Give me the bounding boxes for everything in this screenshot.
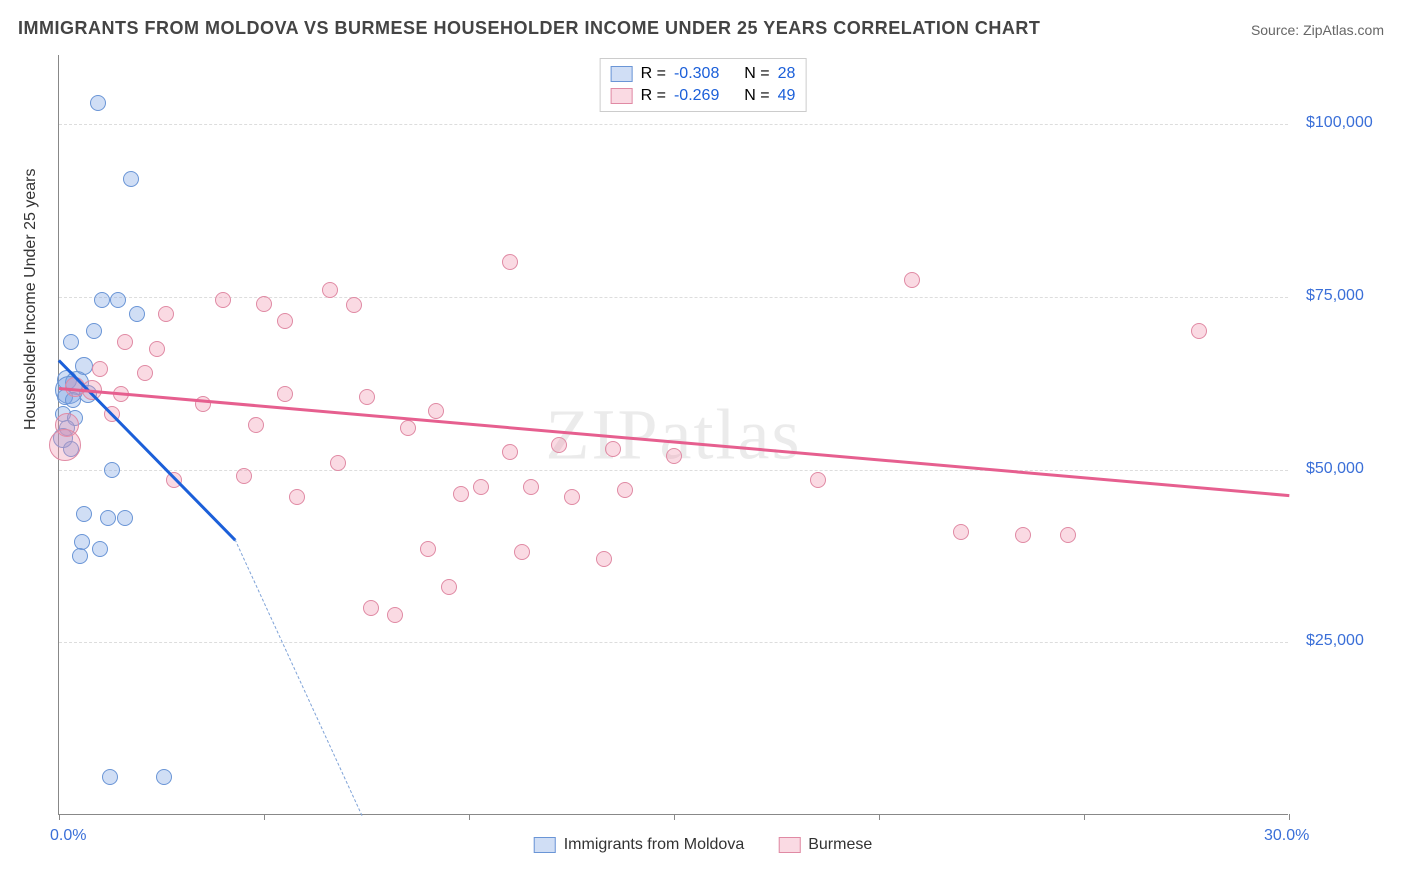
data-point-burmese <box>596 551 612 567</box>
data-point-burmese <box>387 607 403 623</box>
x-tick <box>674 814 675 820</box>
data-point-burmese <box>1060 527 1076 543</box>
legend-item-moldova: Immigrants from Moldova <box>534 836 745 854</box>
n-label: N = <box>744 85 769 107</box>
data-point-moldova <box>63 334 79 350</box>
data-point-moldova <box>92 541 108 557</box>
plot-area: ZIPatlas <box>58 55 1288 815</box>
data-point-moldova <box>117 510 133 526</box>
stats-row-burmese: R = -0.269 N = 49 <box>611 85 796 107</box>
gridline <box>59 297 1288 298</box>
data-point-burmese <box>904 272 920 288</box>
x-tick <box>1289 814 1290 820</box>
legend-item-burmese: Burmese <box>778 836 872 854</box>
data-point-moldova <box>76 506 92 522</box>
data-point-burmese <box>420 541 436 557</box>
data-point-burmese <box>117 334 133 350</box>
data-point-burmese <box>137 365 153 381</box>
n-label: N = <box>744 63 769 85</box>
data-point-burmese <box>428 403 444 419</box>
data-point-burmese <box>523 479 539 495</box>
data-point-burmese <box>605 441 621 457</box>
data-point-burmese <box>564 489 580 505</box>
swatch-burmese <box>778 837 800 853</box>
r-label: R = <box>641 85 666 107</box>
data-point-burmese <box>400 420 416 436</box>
data-point-burmese <box>236 468 252 484</box>
data-point-burmese <box>322 282 338 298</box>
data-point-burmese <box>1191 323 1207 339</box>
data-point-burmese <box>551 437 567 453</box>
data-point-burmese <box>256 296 272 312</box>
y-tick-label: $25,000 <box>1306 632 1364 650</box>
stats-row-moldova: R = -0.308 N = 28 <box>611 63 796 85</box>
x-tick <box>879 814 880 820</box>
data-point-burmese <box>473 479 489 495</box>
trend-line-extrapolated <box>235 539 363 816</box>
swatch-moldova <box>534 837 556 853</box>
n-value-moldova: 28 <box>778 63 796 85</box>
data-point-moldova <box>129 306 145 322</box>
y-tick-label: $75,000 <box>1306 287 1364 305</box>
x-tick <box>59 814 60 820</box>
source-attribution: Source: ZipAtlas.com <box>1251 22 1384 38</box>
data-point-burmese <box>158 306 174 322</box>
data-point-burmese <box>346 297 362 313</box>
data-point-burmese <box>441 579 457 595</box>
correlation-chart: IMMIGRANTS FROM MOLDOVA VS BURMESE HOUSE… <box>0 0 1406 892</box>
swatch-moldova <box>611 66 633 82</box>
data-point-burmese <box>810 472 826 488</box>
n-value-burmese: 49 <box>778 85 796 107</box>
data-point-moldova <box>102 769 118 785</box>
data-point-moldova <box>72 548 88 564</box>
data-point-burmese <box>215 292 231 308</box>
gridline <box>59 642 1288 643</box>
r-value-burmese: -0.269 <box>674 85 719 107</box>
x-tick <box>469 814 470 820</box>
data-point-burmese <box>289 489 305 505</box>
r-value-moldova: -0.308 <box>674 63 719 85</box>
data-point-burmese <box>502 444 518 460</box>
r-label: R = <box>641 63 666 85</box>
y-tick-label: $100,000 <box>1306 114 1373 132</box>
data-point-moldova <box>100 510 116 526</box>
series-legend: Immigrants from Moldova Burmese <box>534 836 873 854</box>
legend-label-moldova: Immigrants from Moldova <box>564 836 745 854</box>
data-point-moldova <box>86 323 102 339</box>
data-point-moldova <box>156 769 172 785</box>
data-point-burmese <box>617 482 633 498</box>
data-point-burmese <box>1015 527 1031 543</box>
data-point-moldova <box>90 95 106 111</box>
data-point-burmese <box>277 313 293 329</box>
data-point-burmese <box>149 341 165 357</box>
y-tick-label: $50,000 <box>1306 460 1364 478</box>
data-point-burmese <box>502 254 518 270</box>
data-point-burmese <box>359 389 375 405</box>
data-point-moldova <box>123 171 139 187</box>
gridline <box>59 124 1288 125</box>
swatch-burmese <box>611 88 633 104</box>
x-tick-label: 0.0% <box>50 827 86 845</box>
x-tick <box>264 814 265 820</box>
x-tick <box>1084 814 1085 820</box>
legend-label-burmese: Burmese <box>808 836 872 854</box>
stats-legend: R = -0.308 N = 28 R = -0.269 N = 49 <box>600 58 807 112</box>
data-point-burmese <box>666 448 682 464</box>
data-point-burmese <box>92 361 108 377</box>
data-point-burmese <box>453 486 469 502</box>
data-point-burmese <box>363 600 379 616</box>
y-axis-label: Householder Income Under 25 years <box>22 169 40 430</box>
data-point-moldova <box>104 462 120 478</box>
chart-title: IMMIGRANTS FROM MOLDOVA VS BURMESE HOUSE… <box>18 18 1040 39</box>
data-point-moldova <box>110 292 126 308</box>
data-point-burmese <box>248 417 264 433</box>
x-tick-label: 30.0% <box>1264 827 1309 845</box>
data-point-burmese <box>514 544 530 560</box>
data-point-burmese <box>277 386 293 402</box>
data-point-moldova <box>94 292 110 308</box>
data-point-burmese <box>330 455 346 471</box>
data-point-burmese <box>49 429 81 461</box>
data-point-burmese <box>953 524 969 540</box>
